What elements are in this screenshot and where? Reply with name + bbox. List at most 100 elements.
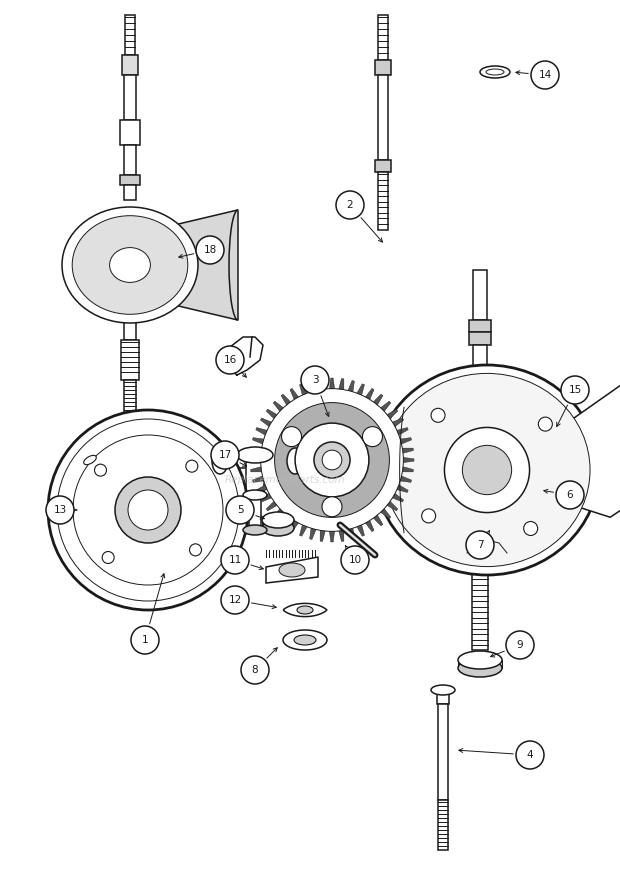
Text: 6: 6 [567, 490, 574, 500]
Circle shape [295, 424, 369, 497]
Polygon shape [266, 410, 277, 418]
Text: 9: 9 [516, 640, 523, 650]
Ellipse shape [243, 525, 267, 535]
Circle shape [115, 477, 181, 543]
Polygon shape [329, 378, 335, 388]
Circle shape [260, 388, 404, 531]
Circle shape [131, 626, 159, 654]
Polygon shape [273, 402, 283, 411]
FancyBboxPatch shape [438, 800, 448, 850]
Polygon shape [387, 501, 398, 511]
Polygon shape [266, 501, 277, 511]
Text: 18: 18 [203, 245, 216, 255]
Ellipse shape [262, 520, 294, 536]
Circle shape [341, 546, 369, 574]
FancyBboxPatch shape [375, 160, 391, 172]
Polygon shape [392, 418, 404, 427]
Ellipse shape [431, 685, 455, 695]
Circle shape [221, 586, 249, 614]
Text: 12: 12 [228, 595, 242, 605]
Circle shape [102, 551, 114, 564]
Polygon shape [381, 508, 391, 519]
FancyBboxPatch shape [473, 345, 487, 380]
Ellipse shape [110, 248, 151, 283]
Circle shape [241, 656, 269, 684]
Circle shape [363, 427, 383, 446]
Polygon shape [373, 515, 383, 526]
FancyBboxPatch shape [375, 60, 391, 75]
Polygon shape [402, 448, 414, 453]
Text: 3: 3 [312, 375, 318, 385]
FancyBboxPatch shape [437, 690, 449, 704]
FancyBboxPatch shape [122, 55, 138, 75]
Ellipse shape [279, 563, 305, 577]
Circle shape [186, 460, 198, 472]
Circle shape [531, 61, 559, 89]
Polygon shape [256, 485, 267, 493]
Ellipse shape [458, 659, 502, 677]
Polygon shape [309, 381, 316, 392]
Polygon shape [320, 379, 326, 389]
Circle shape [445, 428, 529, 513]
Polygon shape [266, 557, 318, 583]
Circle shape [463, 445, 511, 494]
Polygon shape [387, 410, 398, 418]
Polygon shape [348, 528, 355, 540]
FancyBboxPatch shape [438, 704, 448, 800]
Polygon shape [400, 476, 412, 482]
Polygon shape [250, 448, 262, 453]
Circle shape [322, 497, 342, 517]
Circle shape [506, 631, 534, 659]
Text: ReplacementParts.com: ReplacementParts.com [224, 475, 345, 485]
Ellipse shape [297, 606, 313, 614]
Circle shape [314, 442, 350, 478]
FancyBboxPatch shape [120, 175, 140, 185]
Ellipse shape [283, 630, 327, 650]
FancyBboxPatch shape [124, 310, 136, 340]
Ellipse shape [294, 635, 316, 645]
Polygon shape [281, 515, 291, 526]
Circle shape [275, 402, 389, 517]
Circle shape [561, 376, 589, 404]
Polygon shape [403, 458, 414, 463]
Polygon shape [290, 388, 299, 400]
Text: 2: 2 [347, 200, 353, 210]
FancyBboxPatch shape [473, 270, 487, 320]
Polygon shape [260, 418, 272, 427]
FancyBboxPatch shape [378, 75, 388, 160]
Circle shape [556, 481, 584, 509]
Circle shape [524, 522, 538, 536]
Ellipse shape [243, 490, 267, 500]
Polygon shape [357, 525, 365, 536]
FancyBboxPatch shape [378, 15, 388, 60]
Text: 14: 14 [538, 70, 552, 80]
Ellipse shape [287, 448, 303, 474]
FancyBboxPatch shape [249, 495, 261, 530]
Ellipse shape [384, 374, 590, 567]
Polygon shape [252, 476, 264, 482]
Circle shape [46, 496, 74, 524]
Polygon shape [373, 395, 383, 405]
Polygon shape [381, 402, 391, 411]
Ellipse shape [84, 455, 96, 465]
Polygon shape [273, 508, 283, 519]
Circle shape [216, 346, 244, 374]
FancyBboxPatch shape [469, 320, 491, 332]
Text: 4: 4 [526, 750, 533, 760]
Circle shape [281, 427, 301, 446]
Polygon shape [299, 525, 307, 536]
Circle shape [73, 435, 223, 585]
FancyBboxPatch shape [124, 185, 136, 200]
Text: 10: 10 [348, 555, 361, 565]
FancyBboxPatch shape [125, 15, 135, 55]
FancyBboxPatch shape [124, 145, 136, 175]
Polygon shape [365, 388, 374, 400]
Ellipse shape [375, 365, 599, 575]
Text: 8: 8 [252, 665, 259, 675]
FancyBboxPatch shape [472, 555, 488, 650]
Circle shape [221, 546, 249, 574]
Polygon shape [299, 384, 307, 396]
Circle shape [226, 496, 254, 524]
Ellipse shape [72, 216, 188, 314]
Circle shape [431, 409, 445, 423]
